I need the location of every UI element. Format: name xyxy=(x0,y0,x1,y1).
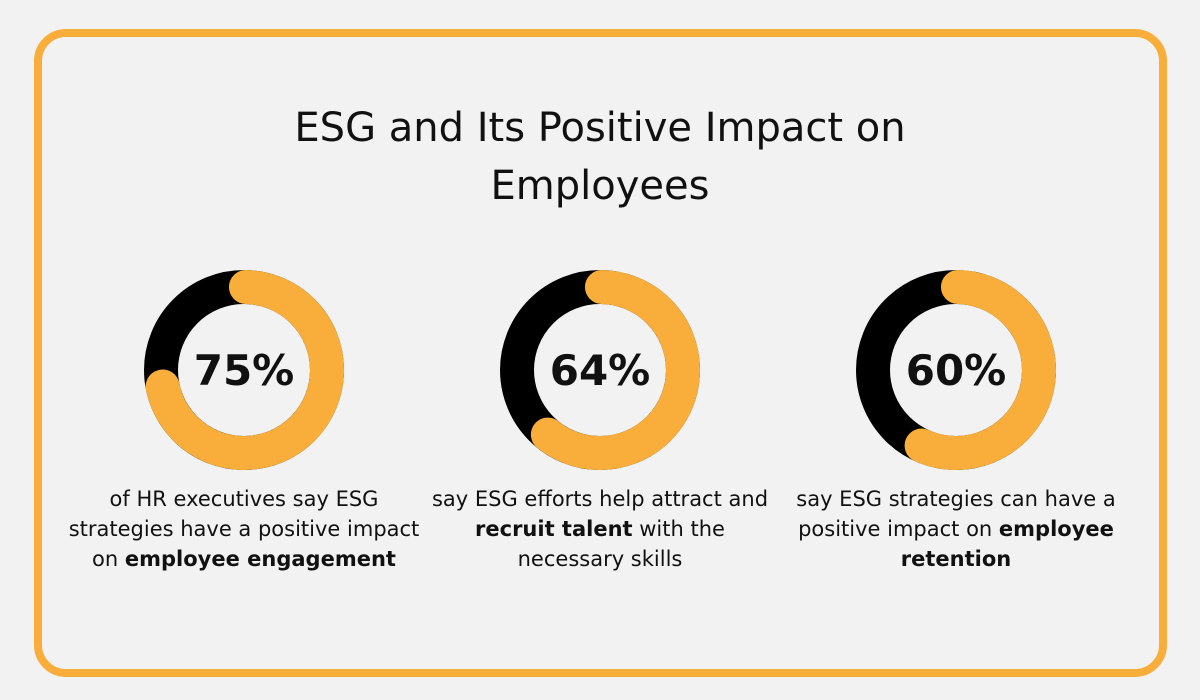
stat-card-engagement: 75% of HR executives say ESG strategies … xyxy=(64,270,424,610)
stat-description: say ESG strategies can have a positive i… xyxy=(776,484,1136,574)
description-text: with the necessary skills xyxy=(517,517,725,571)
donut-label: 75% xyxy=(194,346,295,395)
donut-segment-value xyxy=(856,270,1056,470)
stat-card-recruitment: 64% say ESG efforts help attract and rec… xyxy=(420,270,780,610)
donut-label: 64% xyxy=(550,346,651,395)
donut-segment-value xyxy=(144,270,344,470)
donut-chart-recruitment: 64% xyxy=(500,270,700,470)
description-highlight: employee retention xyxy=(900,517,1114,571)
description-text: of HR executives say ESG strategies have… xyxy=(68,487,420,571)
page-title: ESG and Its Positive Impact on Employees xyxy=(0,99,1200,215)
description-highlight: employee engagement xyxy=(124,547,396,571)
donut-chart-retention: 60% xyxy=(856,270,1056,470)
donut-label: 60% xyxy=(906,346,1007,395)
title-line-2: Employees xyxy=(490,162,710,209)
description-text: say ESG efforts help attract and xyxy=(431,487,769,511)
title-line-1: ESG and Its Positive Impact on xyxy=(294,104,906,151)
donut-chart-engagement: 75% xyxy=(144,270,344,470)
donut-segment-value xyxy=(500,270,700,470)
card-frame xyxy=(34,29,1167,677)
stat-description: of HR executives say ESG strategies have… xyxy=(64,484,424,574)
stat-card-retention: 60% say ESG strategies can have a positi… xyxy=(776,270,1136,610)
description-text: say ESG strategies can have a positive i… xyxy=(796,487,1116,541)
description-highlight: recruit talent xyxy=(475,517,633,541)
stat-description: say ESG efforts help attract and recruit… xyxy=(420,484,780,574)
